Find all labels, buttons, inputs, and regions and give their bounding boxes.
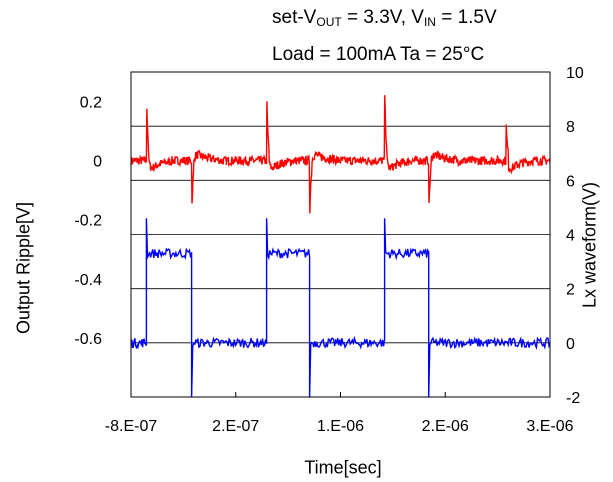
y-right-tick-label: 0 bbox=[566, 336, 575, 353]
y-right-tick-label: -2 bbox=[566, 390, 580, 407]
y-left-tick-label: -0.4 bbox=[74, 272, 102, 289]
y-right-tick-label: 6 bbox=[566, 173, 575, 190]
y-left-tick-label: 0 bbox=[93, 154, 102, 171]
ripple-series bbox=[130, 95, 551, 214]
y-axis-right-label: Lx waveform(V) bbox=[579, 181, 600, 309]
x-axis-label: Time[sec] bbox=[304, 457, 382, 478]
y-axis-left-label: Output Ripple[V] bbox=[13, 201, 34, 335]
chart-title-line2: Load = 100mA Ta = 25°C bbox=[272, 44, 485, 65]
x-tick-labels: -8.E-07 2.E-07 1.E-06 2.E-06 3.E-06 bbox=[105, 392, 574, 435]
y-left-tick-label: 0.2 bbox=[80, 95, 102, 112]
y-right-tick-labels: 10 8 6 4 2 0 -2 bbox=[566, 65, 584, 407]
lx-trace bbox=[130, 218, 551, 398]
x-tick-label: 1.E-06 bbox=[317, 418, 364, 435]
x-tick-label: -8.E-07 bbox=[105, 418, 158, 435]
lx-waveform-series bbox=[130, 218, 551, 398]
y-right-tick-label: 10 bbox=[566, 65, 584, 82]
y-left-tick-label: -0.2 bbox=[74, 213, 102, 230]
ripple-trace bbox=[130, 95, 551, 214]
y-right-tick-label: 8 bbox=[566, 119, 575, 136]
y-right-tick-label: 4 bbox=[566, 228, 575, 245]
x-tick-label: 2.E-06 bbox=[422, 418, 469, 435]
y-left-tick-labels: 0.2 0 -0.2 -0.4 -0.6 bbox=[74, 95, 102, 348]
y-left-tick-label: -0.6 bbox=[74, 331, 102, 348]
y-right-tick-label: 2 bbox=[566, 282, 575, 299]
chart-title-line1: set-VOUT = 3.3V, VIN = 1.5V bbox=[272, 7, 497, 29]
x-tick-label: 2.E-07 bbox=[212, 418, 259, 435]
x-tick-label: 3.E-06 bbox=[526, 418, 573, 435]
